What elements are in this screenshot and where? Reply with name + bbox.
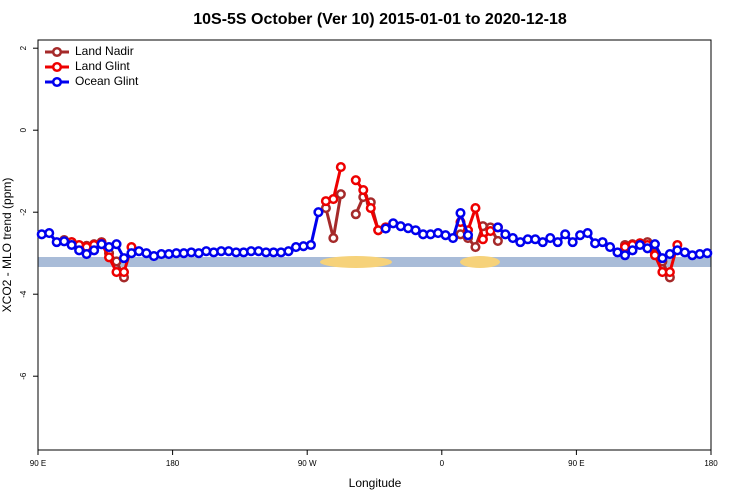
x-axis-title: Longitude — [349, 476, 402, 490]
data-point — [470, 242, 481, 253]
x-tick-label: 180 — [704, 459, 718, 468]
data-point — [447, 232, 459, 244]
data-point — [605, 242, 616, 253]
data-point — [365, 203, 376, 214]
data-point — [44, 228, 55, 239]
data-point — [305, 239, 316, 251]
series — [36, 207, 713, 264]
data-point — [545, 232, 556, 244]
y-tick-label: 0 — [19, 127, 28, 132]
data-point — [118, 253, 130, 264]
land-patch — [460, 256, 500, 268]
data-point — [455, 207, 466, 219]
data-point — [66, 239, 77, 251]
data-point — [81, 248, 92, 260]
legend-marker — [51, 61, 63, 73]
data-point — [335, 189, 346, 200]
x-tick-label: 90 W — [298, 459, 317, 468]
data-point — [560, 229, 571, 240]
data-point — [477, 234, 488, 245]
data-point — [507, 232, 518, 244]
data-point — [118, 267, 130, 278]
data-point — [500, 229, 511, 240]
chart-title: 10S-5S October (Ver 10) 2015-01-01 to 20… — [193, 11, 567, 28]
x-tick-label: 90 E — [568, 459, 584, 468]
data-point — [283, 246, 294, 257]
data-point — [335, 162, 346, 173]
legend-label: Land Nadir — [75, 44, 134, 58]
data-point — [664, 267, 675, 278]
data-point — [627, 245, 638, 256]
y-tick-label: -6 — [19, 372, 28, 380]
x-tick-label: 90 E — [30, 459, 46, 468]
data-point — [619, 250, 631, 261]
y-tick-label: -4 — [19, 290, 28, 298]
land-patch — [320, 256, 392, 268]
data-point — [103, 252, 115, 263]
x-tick-label: 180 — [166, 459, 180, 468]
data-point — [380, 223, 391, 234]
data-point — [642, 243, 653, 254]
data-point — [462, 230, 474, 241]
data-point — [328, 194, 339, 205]
legend-label: Land Glint — [75, 59, 130, 73]
data-point — [358, 185, 369, 196]
x-tick-label: 0 — [440, 459, 445, 468]
data-point — [537, 237, 548, 248]
data-point — [313, 207, 324, 218]
data-point — [59, 236, 70, 247]
data-point — [597, 237, 608, 248]
y-tick-label: -2 — [19, 208, 28, 216]
legend-label: Ocean Glint — [75, 74, 139, 88]
data-point — [492, 235, 503, 246]
data-point — [470, 203, 481, 214]
y-axis-title: XCO2 - MLO trend (ppm) — [0, 178, 14, 313]
data-point — [350, 209, 361, 220]
data-point — [552, 237, 563, 248]
data-point — [702, 248, 713, 259]
data-point — [657, 253, 668, 264]
data-point — [350, 175, 361, 186]
legend-marker — [51, 76, 63, 88]
land-mask-strip — [38, 256, 711, 268]
legend-marker — [51, 46, 63, 58]
plot-frame — [37, 39, 712, 451]
data-point — [492, 222, 503, 233]
data-point — [485, 226, 496, 237]
data-point — [664, 248, 675, 260]
data-point — [89, 245, 100, 256]
data-point — [649, 239, 660, 250]
data-point — [567, 237, 578, 248]
data-point — [582, 228, 593, 239]
data-point — [410, 225, 421, 236]
y-tick-label: 2 — [19, 45, 28, 50]
data-point — [74, 245, 85, 256]
data-point — [111, 239, 122, 250]
data-point — [328, 232, 339, 244]
